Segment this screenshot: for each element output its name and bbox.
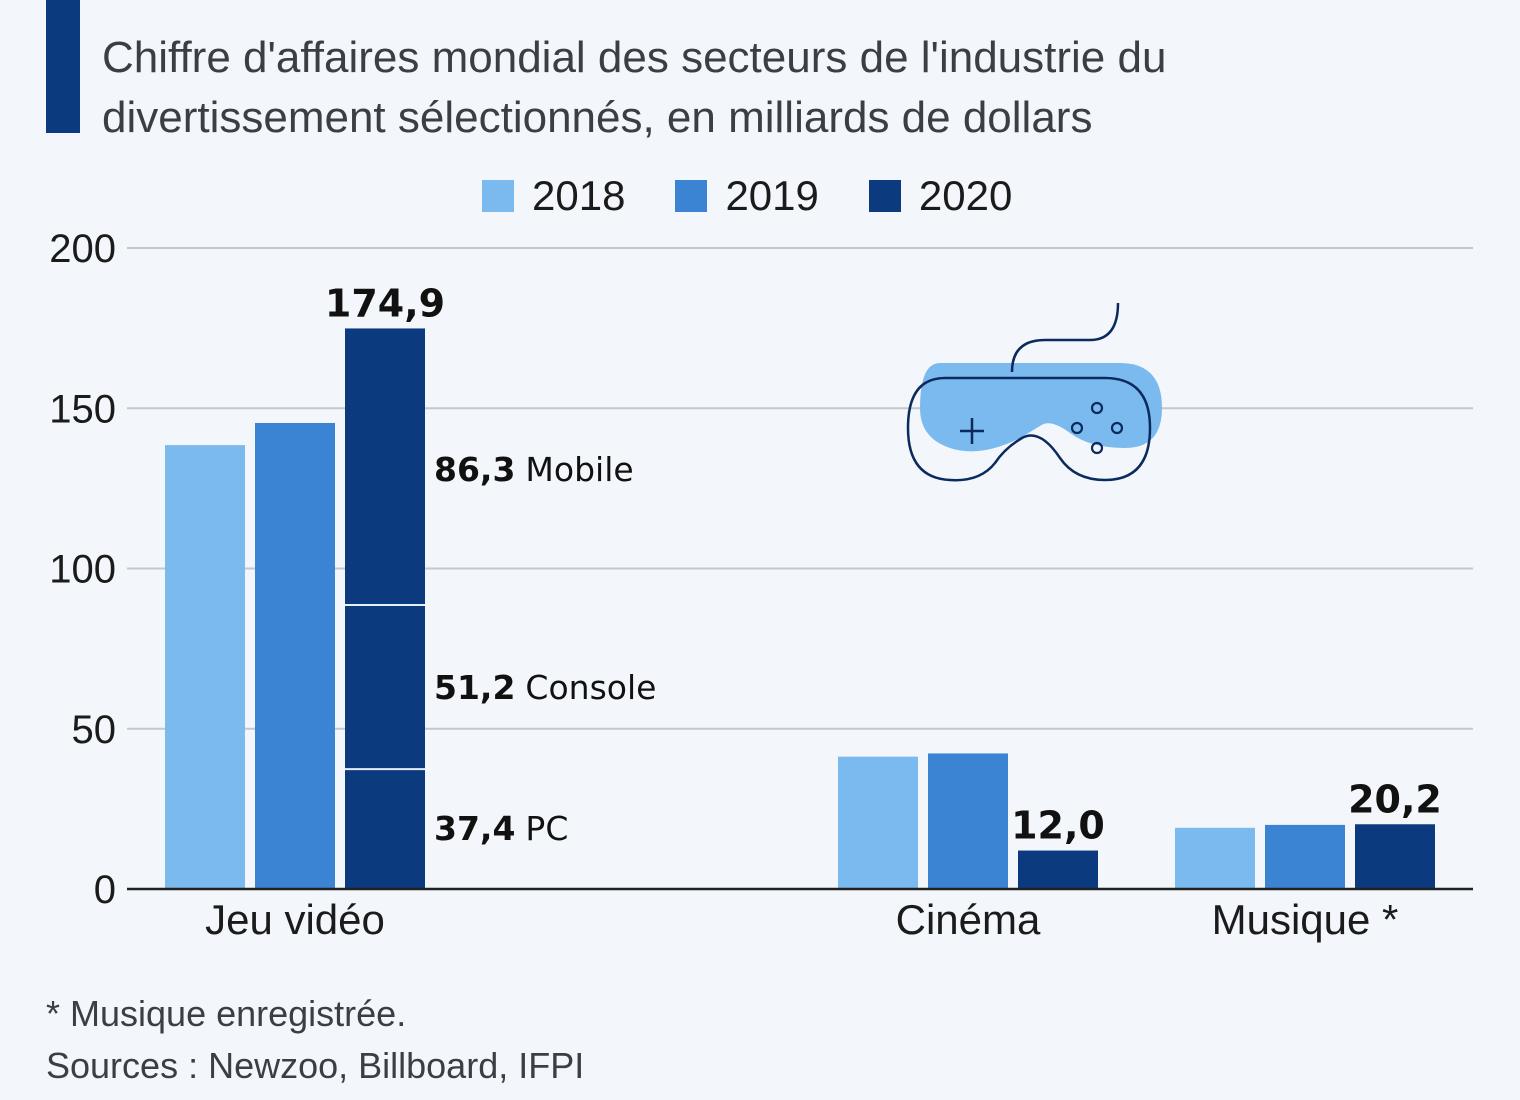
legend-label-2019: 2019 <box>725 172 819 219</box>
legend-item-2019: 2019 <box>675 172 819 220</box>
legend-swatch-2018 <box>482 180 514 212</box>
data-label: 20,2 <box>1348 777 1442 821</box>
segment-label-pc: 37,4 PC <box>434 809 568 848</box>
legend-item-2018: 2018 <box>482 172 625 220</box>
data-label: 174,9 <box>325 281 445 325</box>
game-controller-icon <box>906 302 1162 482</box>
segment-name: Console <box>525 668 656 707</box>
segment-value: 37,4 <box>434 809 515 848</box>
segment-value: 86,3 <box>434 450 515 489</box>
legend: 2018 2019 2020 <box>482 172 1012 220</box>
footnote-note: * Musique enregistrée. <box>46 993 407 1034</box>
footnote: * Musique enregistrée. Sources : Newzoo,… <box>46 988 584 1092</box>
y-tick-label-200: 200 <box>49 227 116 271</box>
data-label: 12,0 <box>1011 804 1105 848</box>
segment-label-mobile: 86,3 Mobile <box>434 450 634 489</box>
segment-name: Mobile <box>525 450 633 489</box>
legend-swatch-2020 <box>868 180 901 212</box>
bar-2019-1 <box>928 753 1008 889</box>
y-tick-label-150: 150 <box>49 387 116 431</box>
bar-2018-0 <box>165 445 245 889</box>
bar-segment-pc <box>345 769 425 889</box>
bar-segment-console <box>345 605 425 770</box>
footnote-sources: Sources : Newzoo, Billboard, IFPI <box>46 1045 585 1086</box>
bar-2018-2 <box>1175 827 1255 889</box>
x-axis: Jeu vidéo Cinéma Musique * <box>127 887 1473 943</box>
bar-2020-2 <box>1355 824 1435 889</box>
title-line-2: divertissement sélectionnés, en milliard… <box>102 93 1093 142</box>
x-tick-label: Jeu vidéo <box>205 896 385 943</box>
segment-label-console: 51,2 Console <box>434 668 656 707</box>
bar-2019-2 <box>1265 824 1345 889</box>
x-tick-label: Musique * <box>1212 896 1399 943</box>
legend-swatch-2019 <box>675 180 708 212</box>
title-accent-bar <box>46 0 80 133</box>
bar-segment-mobile <box>345 328 425 606</box>
bars <box>165 328 1435 889</box>
segment-name: PC <box>525 809 568 848</box>
y-axis: 0 50 100 150 200 <box>49 227 116 912</box>
legend-label-2018: 2018 <box>532 172 626 219</box>
bar-2020-1 <box>1018 850 1098 889</box>
legend-label-2020: 2020 <box>918 172 1013 219</box>
data-labels: 37,4 PC 51,2 Console 86,3 Mobile 174,9 12,0 20,2 <box>325 281 1442 848</box>
chart-title: Chiffre d'affaires mondial des secteurs … <box>102 28 1482 148</box>
bar-2018-1 <box>838 756 918 889</box>
x-tick-label: Cinéma <box>896 896 1041 943</box>
y-tick-label-0: 0 <box>94 868 116 912</box>
segment-value: 51,2 <box>434 668 515 707</box>
bar-2019-0 <box>255 422 335 889</box>
y-tick-label-50: 50 <box>72 708 117 752</box>
legend-item-2020: 2020 <box>868 172 1013 220</box>
title-line-1: Chiffre d'affaires mondial des secteurs … <box>102 33 1167 82</box>
y-tick-label-100: 100 <box>49 548 116 592</box>
